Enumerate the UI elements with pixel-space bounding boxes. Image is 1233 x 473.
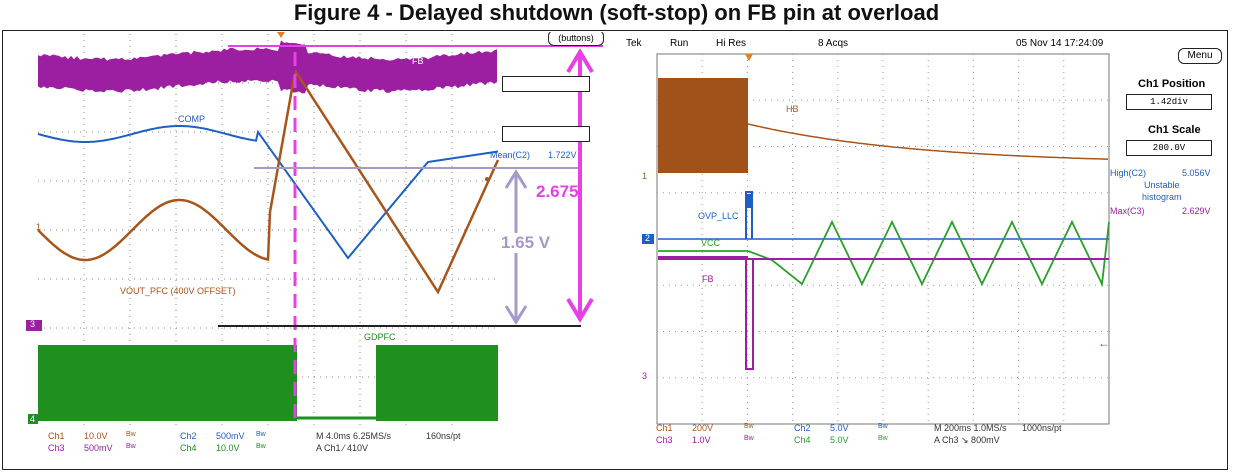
left-softkey-1[interactable] — [502, 76, 590, 92]
right-high-label: High(C2) — [1110, 168, 1146, 178]
right-readout-ch4-value: 5.0V — [830, 435, 849, 445]
left-readout-ch1: Ch1 — [48, 431, 65, 441]
right-histogram-label: histogram — [1142, 192, 1182, 202]
left-readout-bw1: Bw — [126, 431, 136, 438]
left-ch3-marker: 3 — [30, 319, 35, 329]
right-readout-bw1: Bw — [744, 423, 754, 430]
left-readout-ch2: Ch2 — [180, 431, 197, 441]
left-gdpfc-trace — [38, 345, 498, 421]
right-readout-ch1: Ch1 — [656, 423, 673, 433]
right-max-value: 2.629V — [1182, 206, 1211, 216]
left-readout-ch3: Ch3 — [48, 443, 65, 453]
right-ch1-scale-title: Ch1 Scale — [1148, 124, 1201, 136]
right-readout-ch2-value: 5.0V — [830, 423, 849, 433]
left-fb-label: FB — [412, 56, 424, 66]
right-readout-bw3: Bw — [744, 435, 754, 442]
page-title: Figure 4 - Delayed shutdown (soft-stop) … — [0, 0, 1233, 30]
right-ch1-position-value[interactable]: 1.42div — [1126, 94, 1212, 110]
left-2675-annotation: 2.675 — [536, 182, 579, 202]
right-ch2-marker: 2 — [645, 233, 650, 243]
left-readout-ch4-value: 10.0V — [216, 443, 240, 453]
right-readout-ch3: Ch3 — [656, 435, 673, 445]
left-comp-label: COMP — [178, 114, 205, 124]
left-gdpfc-label: GDPFC — [364, 332, 396, 342]
left-vout-label: VOUT_PFC (400V OFFSET) — [120, 286, 236, 296]
right-readout-bw4: Bw — [878, 435, 888, 442]
left-mean-label: Mean(C2) — [490, 150, 530, 160]
right-high-value: 5.056V — [1182, 168, 1211, 178]
left-readout-ch3-value: 500mV — [84, 443, 113, 453]
left-ch4-marker: 4 — [30, 414, 35, 424]
left-ch1-ref-arrow: ● — [484, 174, 490, 185]
right-readout-bw2: Bw — [878, 423, 888, 430]
right-readout-resolution: 1000ns/pt — [1022, 423, 1062, 433]
right-readout-time: M 200ms 1.0MS/s — [934, 423, 1007, 433]
left-readout-time: M 4.0ms 6.25MS/s — [316, 431, 391, 441]
left-readout-bw4: Bw — [256, 443, 266, 450]
right-hb-label: HB — [786, 104, 799, 114]
left-readout-bw3: Bw — [126, 443, 136, 450]
right-vcc-label: VCC — [701, 238, 720, 248]
left-165-annotation: 1.65 V — [501, 233, 550, 253]
right-menu-button[interactable]: Menu — [1178, 48, 1222, 64]
right-ch1-scale-value[interactable]: 200.0V — [1126, 140, 1212, 156]
right-ovp-label: OVP_LLC — [698, 211, 739, 221]
right-scope-screen: Tek Run Hi Res 8 Acqs 05 Nov 14 17:24:09 — [622, 32, 1228, 470]
left-softkey-2[interactable] — [502, 126, 590, 142]
left-readout-trigger: A Ch1 ⁄ 410V — [316, 443, 368, 453]
right-readout-ch2: Ch2 — [794, 423, 811, 433]
right-ch3-marker: 3 — [642, 371, 647, 381]
left-ch1-marker: 1 — [36, 222, 41, 232]
left-readout-ch2-value: 500mV — [216, 431, 245, 441]
left-readout-resolution: 160ns/pt — [426, 431, 461, 441]
right-ch1-position-title: Ch1 Position — [1138, 78, 1205, 90]
left-readout-ch4: Ch4 — [180, 443, 197, 453]
right-unstable-label: Unstable — [1144, 180, 1180, 190]
right-ch1-marker: 1 — [642, 171, 647, 181]
left-buttons-button[interactable]: (buttons) — [548, 32, 604, 46]
right-readout-ch3-value: 1.0V — [692, 435, 711, 445]
right-readout-trigger: A Ch3 ↘ 800mV — [934, 435, 1000, 446]
left-scope-screen: ● 1 3 4 FB COMP VOUT_PFC (400V OFFSET) G… — [8, 32, 610, 470]
left-mean-value: 1.722V — [548, 150, 577, 160]
right-readout-ch4: Ch4 — [794, 435, 811, 445]
left-readout-bw2: Bw — [256, 431, 266, 438]
right-readout-ch1-value: 200V — [692, 423, 713, 433]
left-readout-ch1-value: 10.0V — [84, 431, 108, 441]
right-ref-arrow: ← — [1098, 336, 1110, 350]
right-max-label: Max(C3) — [1110, 206, 1145, 216]
right-fb-label: FB — [702, 274, 714, 284]
